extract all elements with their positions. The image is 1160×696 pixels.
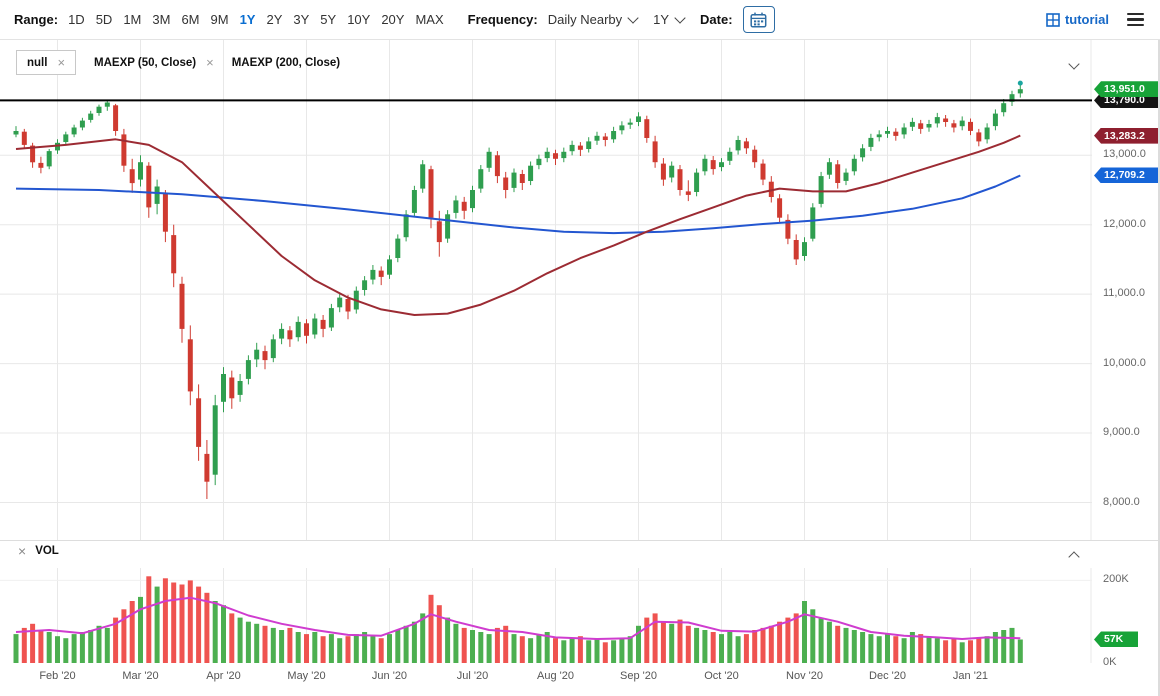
frequency-value: Daily Nearby bbox=[547, 12, 623, 27]
range-item-1Y[interactable]: 1Y bbox=[239, 12, 256, 27]
volume-value-badge: 57K bbox=[1094, 631, 1138, 648]
last-price-badge: 13,951.0 bbox=[1094, 81, 1158, 98]
study-chip: MAEXP (200, Close) bbox=[232, 57, 340, 69]
range-item-1M[interactable]: 1M bbox=[123, 12, 142, 27]
tutorial-label: tutorial bbox=[1064, 12, 1109, 27]
scrollbar[interactable] bbox=[1158, 40, 1160, 696]
frequency-label: Frequency: bbox=[467, 12, 538, 27]
date-label: Date: bbox=[700, 12, 733, 27]
x-axis-label: Mar '20 bbox=[122, 670, 159, 682]
chevron-down-icon bbox=[627, 11, 639, 24]
y-axis-label: 11,000.0 bbox=[1103, 287, 1146, 300]
x-axis-label: Jan '21 bbox=[952, 670, 989, 682]
last-price-marker bbox=[1017, 80, 1023, 86]
chevron-down-icon bbox=[674, 11, 686, 24]
study-chip-label[interactable]: MAEXP (50, Close) bbox=[94, 56, 197, 69]
x-axis-label: Nov '20 bbox=[786, 670, 823, 682]
range-item-1D[interactable]: 1D bbox=[68, 12, 85, 27]
period-value: 1Y bbox=[653, 12, 670, 27]
ma50-line bbox=[15, 134, 1021, 316]
volume-panel-header: × VOL bbox=[18, 544, 59, 558]
range-item-5D[interactable]: 5D bbox=[95, 12, 113, 27]
x-axis-label: Jun '20 bbox=[371, 670, 408, 682]
panel-divider bbox=[0, 540, 1160, 541]
ma200-line bbox=[15, 174, 1021, 235]
range-item-3M[interactable]: 3M bbox=[152, 12, 171, 27]
chart-area: null × MAEXP (50, Close) × MAEXP (200, Close… bbox=[0, 40, 1160, 696]
calendar-icon bbox=[750, 12, 767, 28]
x-axis-label: Aug '20 bbox=[537, 670, 574, 682]
volume-ma-line bbox=[15, 596, 1021, 640]
y-axis-label: 13,000.0 bbox=[1103, 148, 1146, 161]
ma50-value-badge: 13,283.2 bbox=[1094, 127, 1158, 144]
study-chip-label[interactable]: MAEXP (200, Close) bbox=[231, 56, 341, 69]
range-item-MAX[interactable]: MAX bbox=[415, 12, 444, 27]
volume-axis-label: 0K bbox=[1103, 656, 1117, 668]
x-axis: Feb '20 Mar '20 Apr '20 May '20 Jun '20 Jul '… bbox=[0, 670, 1092, 690]
vol-label: VOL bbox=[35, 545, 59, 557]
expand-volume-panel-icon[interactable] bbox=[1068, 548, 1080, 566]
x-axis-label: Oct '20 bbox=[704, 670, 739, 682]
period-dropdown[interactable]: 1Y bbox=[653, 11, 686, 27]
ma200-value-badge: 12,709.2 bbox=[1094, 167, 1158, 184]
study-chip-label[interactable]: null bbox=[27, 56, 48, 69]
range-item-6M[interactable]: 6M bbox=[181, 12, 200, 27]
volume-axis-label: 200K bbox=[1103, 573, 1129, 586]
x-axis-label: Jul '20 bbox=[456, 670, 489, 682]
frequency-dropdown[interactable]: Daily Nearby bbox=[547, 11, 639, 27]
date-picker-button[interactable] bbox=[742, 6, 775, 33]
remove-study-icon[interactable]: × bbox=[206, 55, 214, 70]
remove-vol-study-icon[interactable]: × bbox=[18, 543, 27, 559]
toolbar: Range: 1D 5D 1M 3M 6M 9M 1Y 2Y 3Y 5Y 10Y 20Y MAX Fre… bbox=[0, 0, 1160, 40]
x-axis-label: Dec '20 bbox=[869, 670, 906, 682]
range-item-3Y[interactable]: 3Y bbox=[293, 12, 310, 27]
range-item-2Y[interactable]: 2Y bbox=[266, 12, 283, 27]
range-label: Range: bbox=[14, 12, 59, 27]
x-axis-label: Sep '20 bbox=[620, 670, 657, 682]
x-axis-label: Feb '20 bbox=[39, 670, 76, 682]
y-axis-label: 8,000.0 bbox=[1103, 495, 1140, 508]
range-item-20Y[interactable]: 20Y bbox=[381, 12, 405, 27]
study-chip: null × bbox=[16, 50, 77, 75]
grid-icon bbox=[1046, 12, 1060, 27]
y-axis-label: 12,000.0 bbox=[1103, 217, 1146, 230]
range-item-5Y[interactable]: 5Y bbox=[320, 12, 337, 27]
x-axis-label: May '20 bbox=[287, 670, 326, 682]
candles-layer bbox=[13, 85, 1023, 499]
remove-study-icon[interactable]: × bbox=[57, 55, 66, 70]
price-chart[interactable] bbox=[0, 40, 1092, 540]
study-chips: null × MAEXP (50, Close) × MAEXP (200, Close… bbox=[16, 50, 340, 75]
tutorial-link[interactable]: tutorial bbox=[1046, 12, 1109, 27]
range-item-10Y[interactable]: 10Y bbox=[347, 12, 371, 27]
volume-chart[interactable] bbox=[0, 568, 1092, 668]
menu-icon[interactable] bbox=[1125, 11, 1146, 29]
study-chip: MAEXP (50, Close) × bbox=[94, 56, 214, 69]
range-item-9M[interactable]: 9M bbox=[210, 12, 229, 27]
collapse-price-panel-icon[interactable] bbox=[1068, 55, 1080, 73]
y-axis-label: 10,000.0 bbox=[1103, 356, 1146, 369]
y-axis-label: 9,000.0 bbox=[1103, 426, 1140, 439]
price-scale: 13,000.0 12,000.0 11,000.0 10,000.0 9,000.0 8… bbox=[1092, 40, 1160, 696]
volume-bars bbox=[13, 576, 1023, 663]
range-selector: 1D 5D 1M 3M 6M 9M 1Y 2Y 3Y 5Y 10Y 20Y MAX bbox=[68, 12, 444, 27]
x-axis-label: Apr '20 bbox=[206, 670, 241, 682]
